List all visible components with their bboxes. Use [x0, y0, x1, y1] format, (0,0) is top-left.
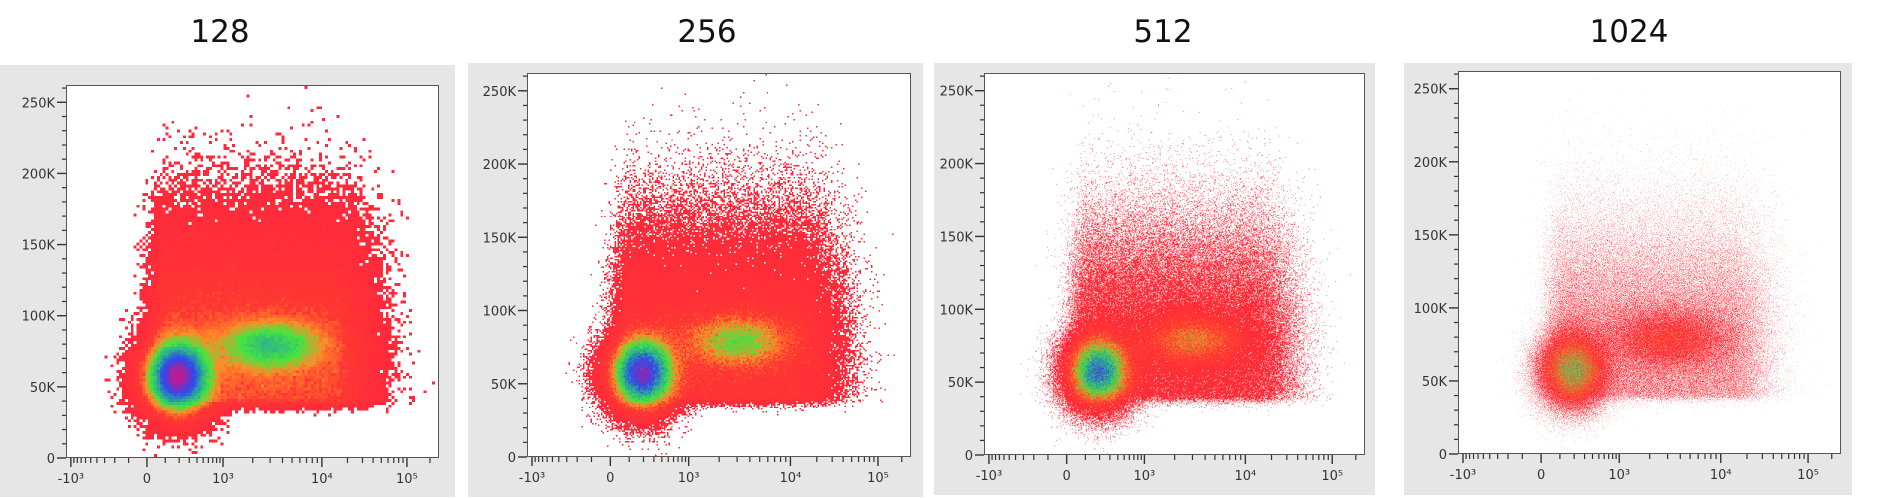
density-heatmap [67, 86, 438, 457]
plot-area [984, 73, 1365, 455]
plot-title: 256 [677, 14, 737, 50]
plot-area [527, 73, 911, 457]
density-heatmap [528, 74, 910, 456]
plot-area [1458, 71, 1841, 454]
density-heatmap [985, 74, 1364, 454]
plot-title: 512 [1133, 14, 1193, 50]
density-heatmap [1459, 72, 1840, 453]
plot-title: 1024 [1589, 14, 1669, 50]
plot-title: 128 [190, 14, 250, 50]
plot-area [66, 85, 439, 458]
